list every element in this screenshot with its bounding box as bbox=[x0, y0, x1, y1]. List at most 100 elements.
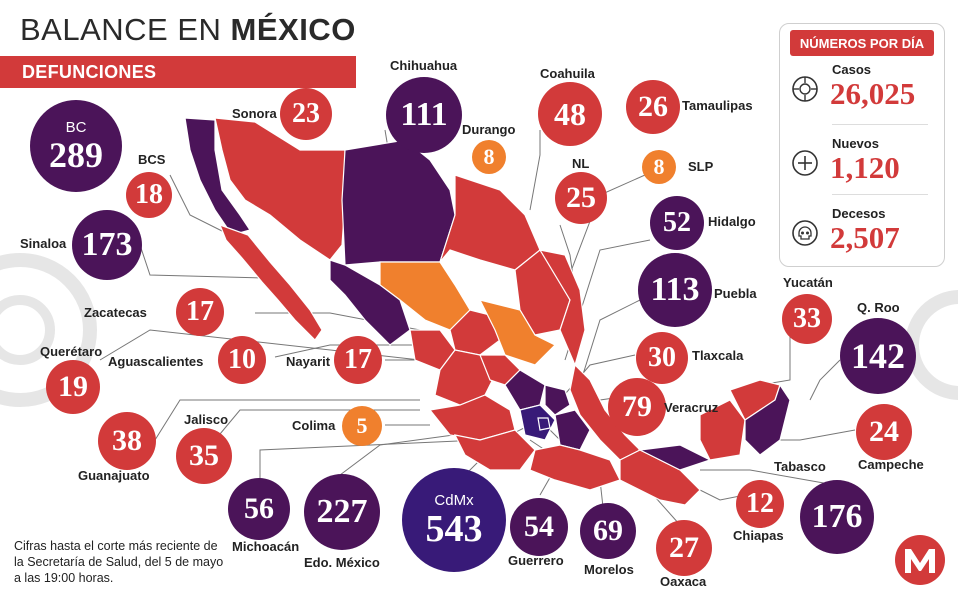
virus-icon bbox=[792, 76, 818, 102]
bubble-veracruz: 79 bbox=[608, 378, 666, 436]
label-guanajuato: Guanajuato bbox=[78, 468, 150, 483]
divider bbox=[832, 124, 928, 125]
bubble-sonora: 23 bbox=[280, 88, 332, 140]
subtitle-bar: DEFUNCIONES bbox=[0, 56, 356, 88]
label-guerrero: Guerrero bbox=[508, 553, 564, 568]
state-chihuahua bbox=[341, 139, 456, 266]
label-edomex: Edo. México bbox=[304, 555, 380, 570]
panel-title: NÚMEROS POR DÍA bbox=[790, 30, 934, 56]
bubble-edomex: 227 bbox=[304, 474, 380, 550]
bubble-colima: 5 bbox=[342, 406, 382, 446]
bubble-hidalgo: 52 bbox=[650, 196, 704, 250]
label-hidalgo: Hidalgo bbox=[708, 214, 756, 229]
milenio-logo bbox=[895, 535, 945, 585]
state-jalisco bbox=[434, 349, 496, 406]
bubble-bc: BC 289 bbox=[30, 100, 122, 192]
label-puebla: Puebla bbox=[714, 286, 757, 301]
label-sonora: Sonora bbox=[232, 106, 277, 121]
bubble-sinaloa: 173 bbox=[72, 210, 142, 280]
label-chihuahua: Chihuahua bbox=[390, 58, 458, 73]
label-qroo: Q. Roo bbox=[857, 300, 900, 315]
label-sinaloa: Sinaloa bbox=[20, 236, 67, 251]
virus-decoration-right bbox=[905, 290, 958, 400]
label-veracruz: Veracruz bbox=[664, 400, 719, 415]
label-campeche: Campeche bbox=[858, 457, 924, 472]
bubble-morelos: 69 bbox=[580, 503, 636, 559]
state-oaxaca bbox=[529, 444, 621, 491]
stat-nuevos-label: Nuevos bbox=[832, 136, 879, 151]
bubble-chiapas: 12 bbox=[736, 480, 784, 528]
stat-casos-label: Casos bbox=[832, 62, 872, 77]
bubble-oaxaca: 27 bbox=[656, 520, 712, 576]
stat-decesos-label: Decesos bbox=[832, 206, 886, 221]
label-aguascalientes: Aguascalientes bbox=[108, 354, 204, 369]
state-bcs bbox=[218, 223, 323, 341]
bubble-slp: 8 bbox=[642, 150, 676, 184]
label-tabasco: Tabasco bbox=[774, 459, 826, 474]
plus-circle-icon bbox=[792, 150, 818, 176]
bubble-chihuahua: 111 bbox=[386, 77, 462, 153]
state-slp bbox=[478, 299, 557, 366]
state-bc bbox=[184, 117, 251, 236]
label-durango: Durango bbox=[462, 122, 516, 137]
bubble-aguascalientes: 10 bbox=[218, 336, 266, 384]
bubble-coahuila: 48 bbox=[538, 82, 602, 146]
bubble-nayarit: 17 bbox=[334, 336, 382, 384]
label-jalisco: Jalisco bbox=[184, 412, 229, 427]
label-tamaulipas: Tamaulipas bbox=[682, 98, 753, 113]
state-sinaloa bbox=[329, 259, 411, 346]
label-yucatan: Yucatán bbox=[783, 275, 833, 290]
bubble-campeche: 24 bbox=[856, 404, 912, 460]
virus-decoration-left bbox=[0, 253, 97, 407]
bubble-qroo: 142 bbox=[840, 318, 916, 394]
stat-casos-value: 26,025 bbox=[830, 76, 916, 111]
subtitle: DEFUNCIONES bbox=[22, 62, 157, 82]
bubble-guanajuato: 38 bbox=[98, 412, 156, 470]
bubble-michoacan: 56 bbox=[228, 478, 290, 540]
bubble-puebla: 113 bbox=[638, 253, 712, 327]
bubble-cdmx: CdMx 543 bbox=[402, 468, 506, 572]
label-zacatecas: Zacatecas bbox=[84, 305, 147, 320]
bubble-nl: 25 bbox=[555, 172, 607, 224]
state-edomex bbox=[519, 404, 556, 441]
logo-mark bbox=[905, 549, 935, 573]
label-slp: SLP bbox=[688, 159, 714, 174]
page-title: BALANCE EN MÉXICO bbox=[20, 12, 356, 47]
state-queretaro bbox=[504, 369, 546, 411]
label-queretaro: Querétaro bbox=[40, 344, 103, 359]
state-hidalgo bbox=[544, 384, 571, 416]
bubble-queretaro: 19 bbox=[46, 360, 100, 414]
label-colima: Colima bbox=[292, 418, 336, 433]
state-puebla bbox=[554, 409, 591, 451]
state-coahuila bbox=[439, 174, 541, 271]
label-tlaxcala: Tlaxcala bbox=[692, 348, 744, 363]
label-coahuila: Coahuila bbox=[540, 66, 595, 81]
state-qroo bbox=[744, 383, 791, 456]
footnote: Cifras hasta el corte más reciente de la… bbox=[14, 539, 224, 585]
stat-casos: Casos 26,025 bbox=[788, 60, 936, 120]
label-michoacan: Michoacán bbox=[232, 539, 300, 554]
state-guerrero bbox=[453, 429, 536, 471]
skull-icon bbox=[792, 220, 818, 246]
label-nayarit: Nayarit bbox=[286, 354, 331, 369]
bubble-zacatecas: 17 bbox=[176, 288, 224, 336]
stats-panel: NÚMEROS POR DÍA Casos 26,025 Nuevos 1,12… bbox=[779, 23, 945, 267]
bubble-tlaxcala: 30 bbox=[636, 332, 688, 384]
stat-nuevos-value: 1,120 bbox=[830, 150, 900, 185]
stat-nuevos: Nuevos 1,120 bbox=[788, 134, 936, 194]
state-cdmx bbox=[537, 417, 551, 431]
bubble-bcs: 18 bbox=[126, 172, 172, 218]
label-chiapas: Chiapas bbox=[733, 528, 784, 543]
bubble-tamaulipas: 26 bbox=[626, 80, 680, 134]
divider bbox=[832, 194, 928, 195]
bubble-yucatan: 33 bbox=[782, 294, 832, 344]
bubble-tabasco: 176 bbox=[800, 480, 874, 554]
state-tamaulipas bbox=[538, 249, 586, 367]
state-shapes bbox=[184, 117, 791, 506]
label-oaxaca: Oaxaca bbox=[660, 574, 707, 589]
bubble-durango: 8 bbox=[472, 140, 506, 174]
bubble-jalisco: 35 bbox=[176, 428, 232, 484]
stat-decesos-value: 2,507 bbox=[830, 220, 900, 255]
bubble-guerrero: 54 bbox=[510, 498, 568, 556]
